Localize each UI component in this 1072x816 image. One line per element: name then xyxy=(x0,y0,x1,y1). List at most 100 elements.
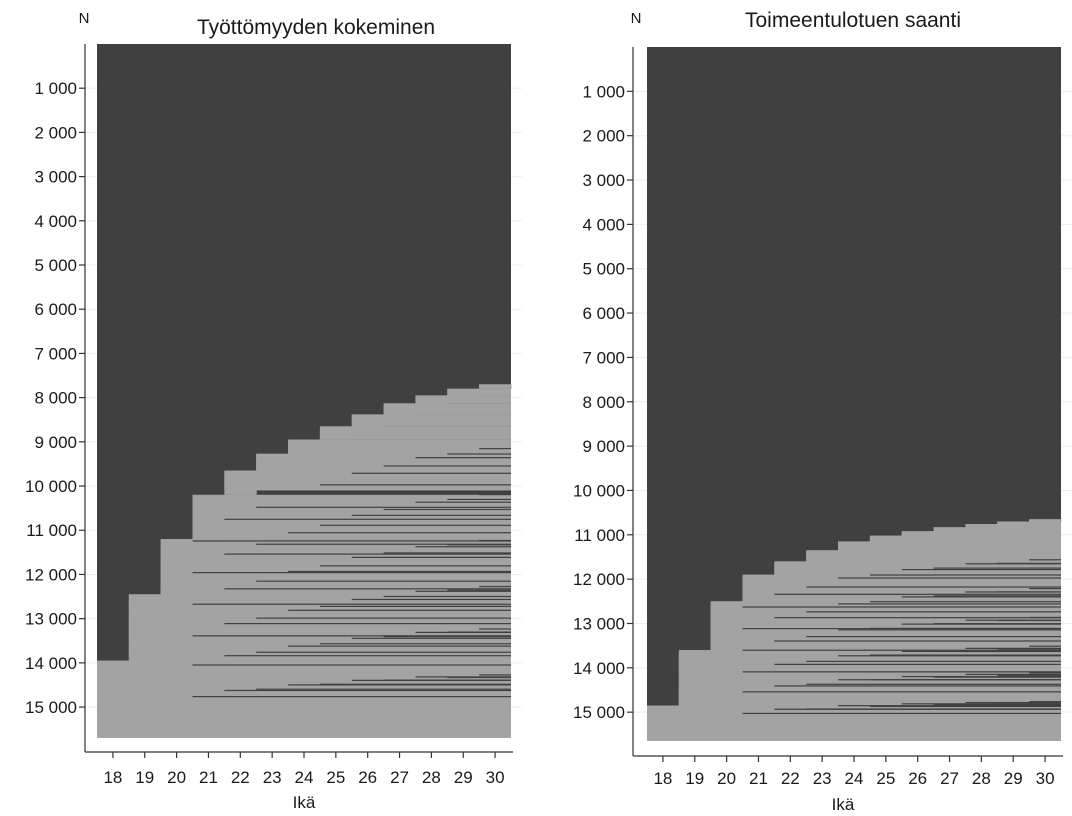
sequence-separator xyxy=(288,684,511,686)
sequence-separator xyxy=(351,472,511,474)
event-band xyxy=(192,494,512,511)
event-band xyxy=(678,665,1061,675)
sequence-separator xyxy=(383,679,511,681)
first-event-cell xyxy=(997,521,1030,525)
sequence-separator xyxy=(351,556,511,558)
sequence-separator xyxy=(256,580,511,582)
x-tick-label: 24 xyxy=(295,768,314,787)
first-event-cell xyxy=(869,535,903,542)
sequence-separator xyxy=(901,569,1061,571)
plot-area xyxy=(647,47,1062,741)
first-event-cell xyxy=(97,660,130,738)
sequence-separator xyxy=(319,643,511,645)
sequence-separator xyxy=(742,671,1061,673)
sequence-separator xyxy=(192,540,512,542)
y-axis-label: N xyxy=(79,10,90,27)
x-tick-label: 22 xyxy=(231,768,250,787)
y-tick-label: 11 000 xyxy=(26,521,77,540)
sequence-separator xyxy=(383,465,511,467)
sequence-separator xyxy=(933,650,1061,653)
x-tick-label: 30 xyxy=(1036,769,1055,788)
sequence-separator xyxy=(838,655,1061,657)
sequence-separator xyxy=(256,617,511,619)
sequence-separator xyxy=(192,635,512,637)
sequence-separator xyxy=(806,708,1061,710)
sequence-separator xyxy=(933,704,1061,706)
sequence-separator xyxy=(288,493,511,495)
y-tick-label: 7 000 xyxy=(34,344,77,363)
sequence-separator xyxy=(319,605,511,607)
x-tick-label: 27 xyxy=(390,768,409,787)
first-event-cell xyxy=(160,539,194,595)
event-band xyxy=(678,694,1061,702)
first-event-cell xyxy=(1029,519,1062,522)
x-axis-label: Ikä xyxy=(293,793,316,812)
first-event-cell xyxy=(479,384,512,389)
sequence-separator xyxy=(256,506,511,508)
sequence-separator xyxy=(806,660,1061,662)
sequence-separator xyxy=(415,457,511,459)
y-tick-label: 12 000 xyxy=(25,565,77,584)
y-axis-label: N xyxy=(631,10,642,27)
event-band xyxy=(160,585,511,595)
sequence-separator xyxy=(224,655,511,657)
first-event-cell xyxy=(351,414,385,427)
sequence-separator xyxy=(224,553,511,555)
event-band xyxy=(415,395,511,404)
sequence-separator xyxy=(192,603,512,605)
sequence-separator xyxy=(415,501,511,503)
sequence-separator xyxy=(288,570,511,573)
x-ticks: 18 19 20 21 22 23 24 25 26 27 28 29 30 xyxy=(653,756,1055,788)
event-band xyxy=(97,676,511,685)
sequence-separator xyxy=(742,712,1061,715)
event-band xyxy=(678,656,1061,664)
sequence-separator xyxy=(1029,672,1061,674)
event-band xyxy=(806,554,1061,562)
sequence-separator xyxy=(447,498,511,501)
first-event-cell xyxy=(288,439,321,454)
chart-panel-unemployment: Työttömyyden kokeminen N Ikä 1 000 2 000 3… xyxy=(25,10,522,812)
y-tick-label: 9 000 xyxy=(582,437,625,456)
event-band xyxy=(128,600,511,610)
sequence-separator xyxy=(774,593,1061,595)
y-tick-label: 13 000 xyxy=(25,610,77,629)
event-band xyxy=(901,531,1061,540)
first-event-cell xyxy=(901,531,935,536)
x-tick-label: 30 xyxy=(486,768,505,787)
plot-area xyxy=(97,44,512,738)
sequence-separator xyxy=(447,453,511,455)
sequence-separator xyxy=(256,651,511,653)
first-event-cell xyxy=(678,650,712,706)
sequence-separator xyxy=(838,577,1061,579)
sequence-separator xyxy=(742,606,1061,608)
y-tick-label: 5 000 xyxy=(582,260,625,279)
x-tick-label: 23 xyxy=(813,769,832,788)
first-event-cell xyxy=(742,574,775,602)
x-tick-label: 20 xyxy=(717,769,736,788)
sequence-separator xyxy=(479,448,511,450)
x-tick-label: 27 xyxy=(940,769,959,788)
event-band xyxy=(774,565,1061,577)
first-event-cell xyxy=(415,395,448,404)
first-event-cell xyxy=(647,705,680,741)
sequence-separator xyxy=(1029,559,1061,561)
x-tick-label: 19 xyxy=(685,769,704,788)
y-tick-label: 3 000 xyxy=(34,168,77,187)
y-tick-label: 14 000 xyxy=(25,654,77,673)
sequence-separator xyxy=(319,484,511,486)
x-tick-label: 29 xyxy=(454,768,473,787)
sequence-separator xyxy=(965,701,1061,704)
y-tick-label: 2 000 xyxy=(582,127,625,146)
sequence-separator xyxy=(192,696,512,698)
first-event-cell xyxy=(774,561,807,575)
sequence-separator xyxy=(224,689,511,692)
event-band xyxy=(192,523,512,537)
sequence-separator xyxy=(224,588,511,590)
sequence-separator xyxy=(933,567,1061,569)
first-event-cell xyxy=(383,403,416,415)
sequence-separator xyxy=(933,676,1061,678)
y-tick-label: 15 000 xyxy=(573,703,625,722)
event-band xyxy=(710,630,1061,651)
sequence-separator xyxy=(351,514,511,516)
sequence-separator xyxy=(806,611,1061,613)
